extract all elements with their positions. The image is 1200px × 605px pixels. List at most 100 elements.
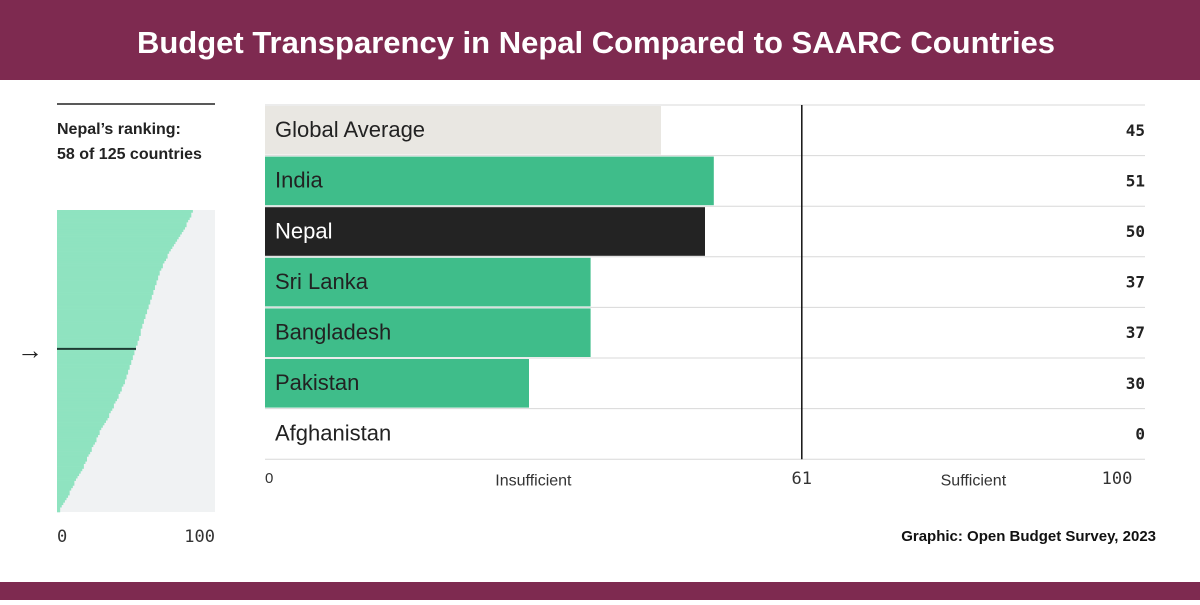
rank-bar: [57, 478, 76, 481]
rank-bar: [57, 454, 89, 457]
rank-bar: [57, 294, 152, 298]
rank-bar: [57, 383, 124, 387]
page-title: Budget Transparency in Nepal Compared to…: [137, 25, 1055, 60]
zone-label: Sufficient: [941, 472, 1007, 489]
rank-bar: [57, 350, 135, 353]
x-tick-label: 61: [792, 469, 812, 489]
rank-bar: [57, 304, 149, 307]
rank-bar: [57, 364, 130, 368]
rank-bar: [57, 429, 100, 433]
rank-bar: [57, 219, 189, 223]
rank-bar: [57, 502, 64, 506]
rank-bar: [57, 456, 88, 460]
ranking-title: Nepal’s ranking:: [57, 121, 181, 138]
rank-bar: [57, 292, 154, 295]
rank-bar: [57, 449, 92, 452]
rank-bar: [57, 258, 167, 262]
rank-bar: [57, 357, 133, 361]
header-band: [0, 0, 1200, 80]
rank-bar: [57, 246, 173, 249]
bar: [265, 308, 591, 357]
rank-bar: [57, 238, 178, 242]
rank-bar: [57, 217, 190, 220]
rank-bar: [57, 284, 155, 288]
zone-label: Insufficient: [495, 472, 572, 489]
rank-bar: [57, 224, 187, 228]
rank-bar: [57, 333, 141, 336]
rank-bar: [57, 243, 174, 247]
rank-bar: [57, 241, 176, 245]
rank-bar: [57, 422, 105, 426]
rank-bar: [57, 251, 170, 254]
rank-bar: [57, 325, 143, 329]
rank-bar: [57, 434, 99, 438]
marker-arrow: →: [17, 335, 43, 365]
rank-bar: [57, 340, 138, 344]
rank-bar: [57, 234, 181, 237]
rank-bar: [57, 345, 136, 349]
rank-bar: [57, 260, 165, 264]
rank-bar: [57, 212, 192, 216]
rank-bar: [57, 231, 182, 235]
category-label: India: [275, 168, 323, 193]
rank-bar: [57, 275, 159, 278]
rank-bar: [57, 316, 146, 320]
rank-bar: [57, 354, 133, 358]
rank-bar: [57, 214, 192, 218]
rank-bar: [57, 282, 157, 286]
rank-bar: [57, 403, 114, 406]
rank-bar: [57, 335, 140, 339]
rank-bar: [57, 374, 127, 378]
rank-bar: [57, 318, 144, 322]
rank-bar: [57, 222, 187, 225]
rank-bar: [57, 487, 72, 491]
rank-bar: [57, 321, 144, 324]
x-tick-label: 100: [184, 527, 215, 547]
rank-bar: [57, 248, 171, 252]
rank-bar: [57, 470, 81, 474]
category-label: Bangladesh: [275, 320, 391, 345]
value-label: 37: [1126, 323, 1145, 342]
rank-bar: [57, 263, 163, 266]
rank-bar: [57, 311, 148, 315]
value-label: 30: [1126, 374, 1145, 393]
rank-bar: [57, 480, 75, 484]
rank-bar: [57, 417, 108, 421]
rank-bar: [57, 396, 119, 399]
rank-bar: [57, 255, 168, 259]
bar: [265, 359, 529, 408]
rank-bar: [57, 408, 113, 411]
x-tick-label: 100: [1102, 469, 1133, 489]
ranking-subtitle: 58 of 125 countries: [57, 146, 202, 163]
rank-bar: [57, 210, 193, 213]
rank-bar: [57, 475, 78, 479]
rank-bar: [57, 381, 125, 385]
rank-bar: [57, 509, 61, 513]
rank-bar: [57, 437, 97, 440]
rank-bar: [57, 367, 130, 370]
rank-bar: [57, 280, 157, 283]
rank-bar: [57, 313, 146, 317]
rank-bar: [57, 468, 83, 472]
rank-bar: [57, 400, 116, 404]
value-label: 0: [1135, 424, 1145, 443]
bar: [265, 207, 705, 256]
x-tick-label: 0: [265, 470, 273, 487]
rank-bar: [57, 236, 179, 240]
rank-bar: [57, 463, 84, 467]
rank-bar: [57, 485, 73, 489]
rank-bar: [57, 444, 94, 448]
rank-bar: [57, 432, 100, 435]
rank-bar: [57, 483, 75, 486]
rank-bar: [57, 299, 151, 303]
rank-bar: [57, 388, 122, 392]
rank-bar: [57, 473, 80, 477]
rank-bar: [57, 451, 91, 455]
rank-bar: [57, 338, 140, 341]
rank-bar: [57, 369, 129, 373]
rank-bar: [57, 342, 138, 346]
category-label: Pakistan: [275, 370, 359, 395]
rank-bar: [57, 420, 106, 423]
rank-bar: [57, 253, 168, 257]
